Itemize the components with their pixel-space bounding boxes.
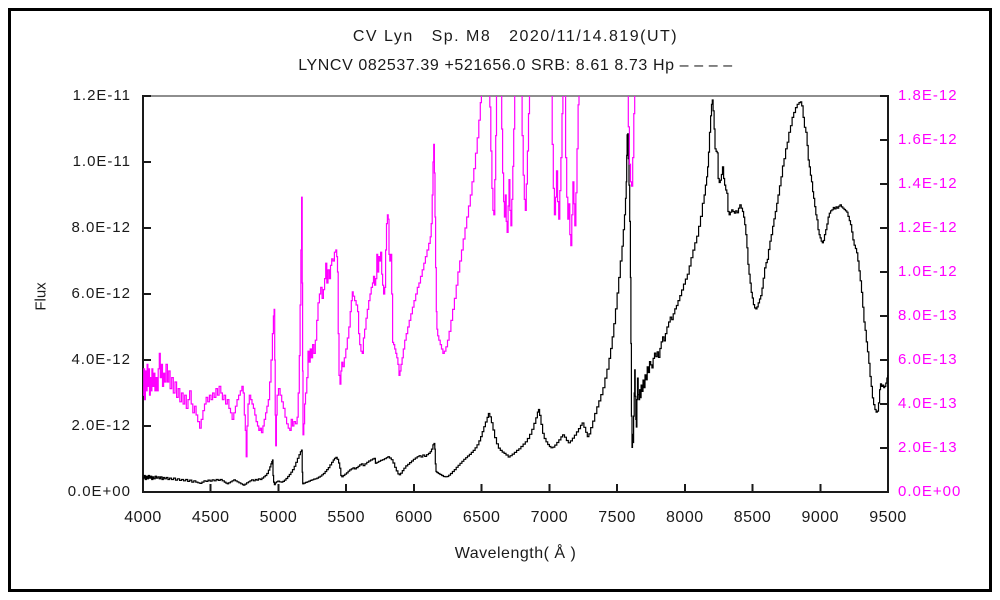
- x-tick-label: 7500: [598, 509, 636, 526]
- x-tick-label: 6500: [462, 509, 501, 526]
- y-right-tick-label: 1.6E-12: [898, 131, 958, 148]
- y-left-tick-label: 1.2E-11: [72, 87, 131, 104]
- y-left-tick-label: 6.0E-12: [71, 285, 131, 302]
- x-tick-label: 9000: [801, 509, 840, 526]
- x-tick-label: 4500: [191, 509, 230, 526]
- x-tick-label: 6000: [395, 509, 433, 526]
- axis-ticks: [142, 95, 889, 493]
- y-right-tick-label: 6.0E-13: [898, 351, 958, 368]
- y-right-tick-label: 1.2E-12: [898, 219, 958, 236]
- chart-subtitle: LYNCV 082537.39 +521656.0 SRB: 8.61 8.73…: [298, 57, 733, 74]
- y-right-tick-label: 0.0E+00: [898, 483, 962, 500]
- x-tick-label: 9500: [869, 509, 907, 526]
- y-left-tick-label: 0.0E+00: [67, 483, 131, 500]
- y-left-tick-label: 4.0E-12: [71, 351, 131, 368]
- y-left-tick-label: 8.0E-12: [71, 219, 131, 236]
- x-tick-label: 8000: [666, 509, 704, 526]
- x-axis-label: Wavelength( Å ): [454, 545, 577, 562]
- x-tick-label: 5500: [327, 509, 365, 526]
- y-right-tick-label: 1.8E-12: [898, 87, 958, 104]
- flux-spectrum-line: [143, 99, 888, 486]
- y-right-tick-label: 2.0E-13: [898, 439, 958, 456]
- y-left-tick-label: 2.0E-12: [71, 417, 131, 434]
- x-tick-label: 5000: [259, 509, 298, 526]
- y-right-tick-label: 4.0E-13: [898, 395, 958, 412]
- x-tick-label: 7000: [530, 509, 569, 526]
- x-tick-label: 4000: [124, 509, 162, 526]
- y-right-tick-label: 1.0E-12: [898, 263, 958, 280]
- chart-title: CV Lyn Sp. M8 2020/11/14.819(UT): [352, 28, 679, 45]
- y-right-tick-label: 8.0E-13: [898, 307, 958, 324]
- x-tick-label: 8500: [733, 509, 772, 526]
- y-left-tick-label: 1.0E-11: [72, 153, 131, 170]
- comparison-spectrum-line: [143, 96, 636, 458]
- y-right-tick-label: 1.4E-12: [898, 175, 958, 192]
